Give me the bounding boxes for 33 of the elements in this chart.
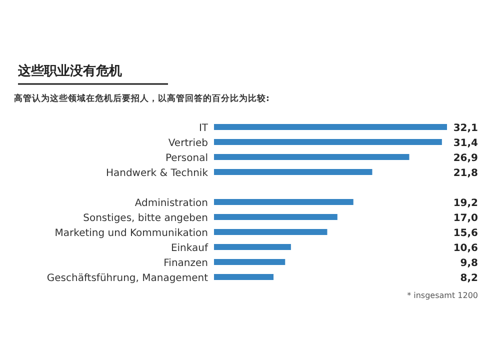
bar: [214, 244, 291, 250]
y-tick-label: Vertrieb: [168, 138, 208, 149]
y-tick-label: Handwerk & Technik: [106, 168, 208, 179]
bar: [214, 124, 447, 130]
y-tick-label: Administration: [134, 198, 208, 209]
text: 这些职业没有危机: [17, 63, 122, 79]
bar: [214, 154, 410, 160]
bar: [214, 214, 338, 220]
y-tick-label: IT: [198, 123, 209, 134]
data-label: 19,2: [453, 198, 478, 209]
data-label: 15,6: [453, 228, 478, 239]
y-tick-label: Sonstiges, bitte angeben: [83, 213, 208, 224]
text: 高管认为这些领域在危机后要招人，以高管回答的百分比为比较:: [14, 93, 270, 104]
y-tick-label: Finanzen: [164, 258, 208, 269]
bar: [214, 139, 442, 145]
data-label: 10,6: [453, 243, 478, 254]
text: * insgesamt 1200: [407, 291, 478, 300]
y-tick-label: Einkauf: [170, 243, 208, 254]
y-tick-label: Marketing und Kommunikation: [54, 228, 208, 239]
y-tick-label: Geschäftsführung, Management: [46, 273, 208, 284]
data-label: 31,4: [453, 138, 478, 149]
bar: [214, 259, 286, 265]
data-label: 21,8: [453, 168, 478, 179]
data-label: 32,1: [453, 123, 478, 134]
data-label: 8,2: [460, 273, 478, 284]
data-label: 17,0: [453, 213, 478, 224]
bar: [214, 274, 274, 280]
bar: [214, 169, 372, 175]
data-label: 26,9: [453, 153, 478, 164]
data-label: 9,8: [460, 258, 478, 269]
y-tick-label: Personal: [165, 153, 208, 164]
bar: [214, 199, 354, 205]
bar: [214, 229, 328, 235]
